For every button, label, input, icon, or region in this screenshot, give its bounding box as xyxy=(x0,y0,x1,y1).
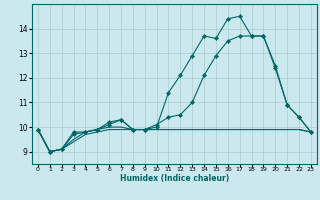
X-axis label: Humidex (Indice chaleur): Humidex (Indice chaleur) xyxy=(120,174,229,183)
